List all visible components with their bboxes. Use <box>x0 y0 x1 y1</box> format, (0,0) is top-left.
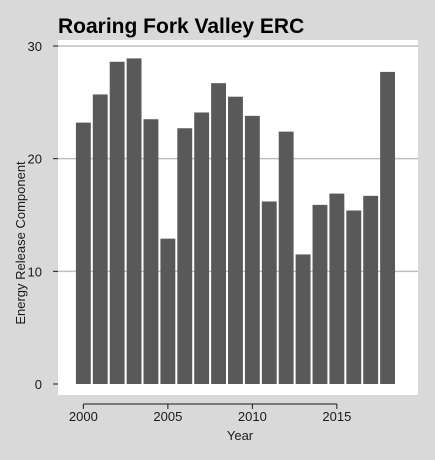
bar-2009 <box>228 96 243 384</box>
bar-2010 <box>244 115 260 384</box>
chart-title: Roaring Fork Valley ERC <box>58 15 304 38</box>
y-tick-label: 20 <box>28 152 42 167</box>
bar-2000 <box>75 122 91 384</box>
bar-2001 <box>92 94 108 385</box>
x-tick-label: 2000 <box>69 409 98 424</box>
bar-2017 <box>363 195 379 384</box>
y-tick-label: 0 <box>35 377 42 392</box>
axes: 0 10 20 30 2000 2005 2010 2015 <box>28 39 352 424</box>
bar-2002 <box>109 61 125 384</box>
bar-2003 <box>126 58 142 384</box>
bar-2007 <box>194 112 210 385</box>
bar-2006 <box>177 128 193 384</box>
bar-2014 <box>312 204 328 384</box>
bar-2012 <box>278 131 294 384</box>
x-tick-label: 2015 <box>322 409 351 424</box>
bar-2015 <box>329 193 345 384</box>
bar-2004 <box>143 119 159 384</box>
bar-2008 <box>211 83 226 385</box>
bar-2011 <box>261 201 277 384</box>
x-axis-label: Year <box>227 428 254 443</box>
bar-2016 <box>346 210 362 384</box>
y-axis-label: Energy Release Component <box>13 161 28 325</box>
x-tick-label: 2010 <box>238 409 267 424</box>
y-tick-label: 30 <box>28 39 42 54</box>
y-tick-label: 10 <box>28 264 42 279</box>
bar-2018 <box>380 71 396 384</box>
bar-2013 <box>295 254 311 384</box>
bars <box>75 58 396 385</box>
bar-2005 <box>160 238 176 384</box>
x-tick-label: 2005 <box>153 409 182 424</box>
